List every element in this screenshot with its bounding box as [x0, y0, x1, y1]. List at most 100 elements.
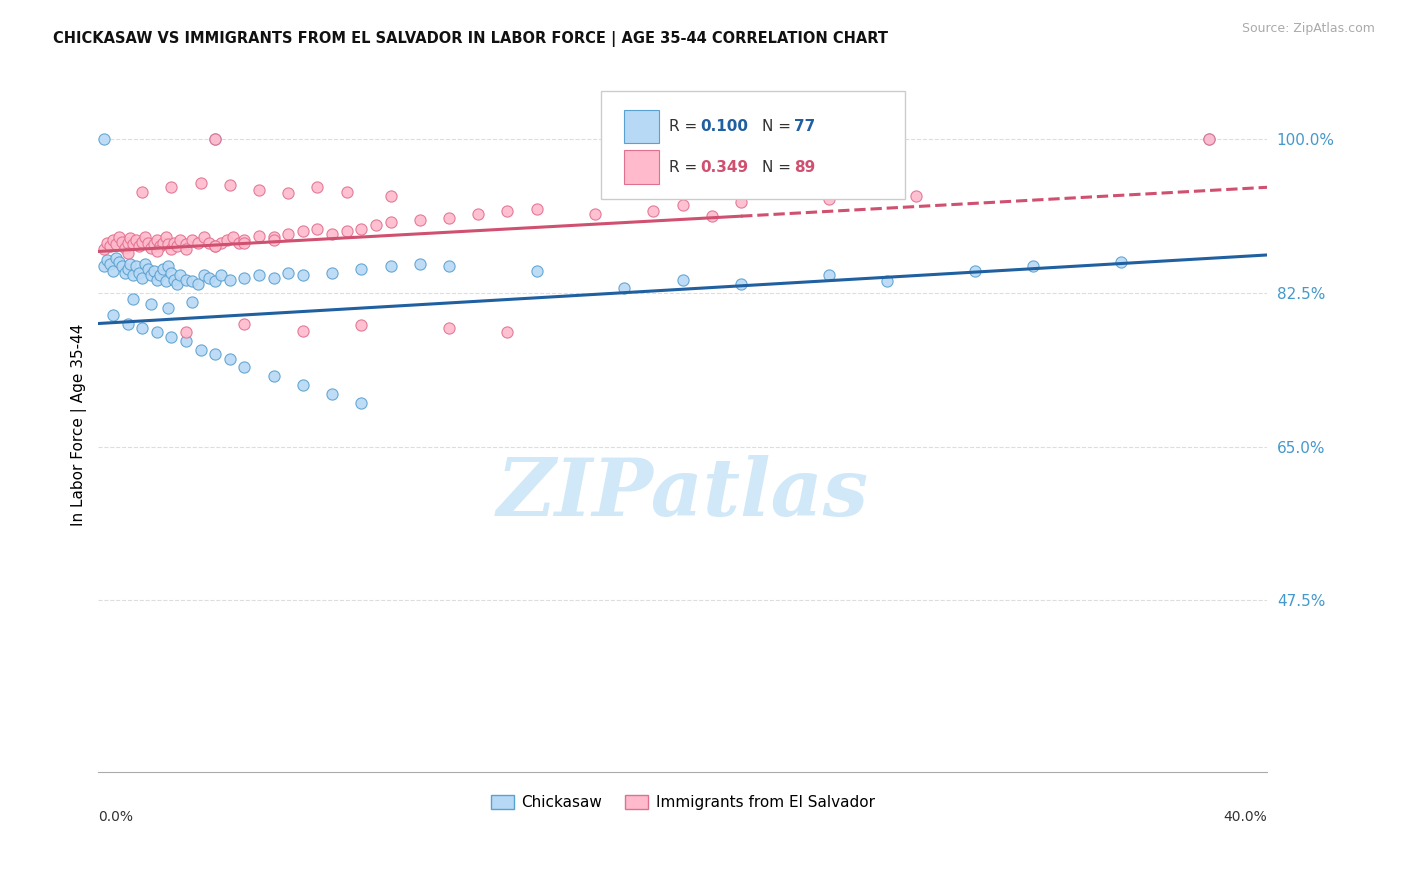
Point — [277, 266, 299, 280]
Point — [1198, 132, 1220, 146]
Point — [136, 262, 159, 277]
Point — [180, 274, 202, 288]
Text: R =: R = — [669, 160, 702, 175]
Point — [174, 242, 197, 256]
Point — [122, 237, 145, 252]
Point — [101, 233, 124, 247]
Point — [218, 351, 240, 366]
Text: Source: ZipAtlas.com: Source: ZipAtlas.com — [1241, 22, 1375, 36]
Point — [111, 260, 134, 274]
Point — [169, 233, 191, 247]
Point — [263, 230, 285, 244]
Point — [122, 268, 145, 282]
Point — [350, 262, 373, 277]
Point — [146, 233, 169, 247]
Point — [163, 235, 186, 250]
Point — [93, 242, 115, 256]
Point — [117, 262, 139, 277]
Point — [233, 233, 256, 247]
Point — [364, 218, 387, 232]
Point — [380, 215, 402, 229]
Point — [496, 326, 519, 340]
Point — [700, 209, 723, 223]
Text: 89: 89 — [794, 160, 815, 175]
Point — [93, 132, 115, 146]
Point — [139, 241, 162, 255]
Point — [321, 386, 343, 401]
Point — [163, 272, 186, 286]
Point — [218, 272, 240, 286]
Point — [204, 132, 226, 146]
Point — [198, 235, 221, 250]
Point — [380, 189, 402, 203]
Point — [169, 268, 191, 282]
Point — [467, 207, 489, 221]
Text: 40.0%: 40.0% — [1223, 810, 1267, 824]
Point — [222, 230, 245, 244]
Point — [157, 301, 180, 315]
Text: N =: N = — [762, 120, 796, 134]
Point — [218, 178, 240, 192]
Point — [321, 266, 343, 280]
Point — [583, 207, 606, 221]
Point — [817, 192, 839, 206]
Point — [139, 297, 162, 311]
Point — [526, 202, 548, 217]
Point — [180, 294, 202, 309]
Point — [152, 235, 174, 250]
Point — [101, 264, 124, 278]
Point — [643, 204, 665, 219]
Point — [263, 270, 285, 285]
Legend: Chickasaw, Immigrants from El Salvador: Chickasaw, Immigrants from El Salvador — [485, 789, 880, 816]
Point — [128, 266, 150, 280]
Point — [157, 260, 180, 274]
Point — [204, 239, 226, 253]
Point — [409, 212, 432, 227]
Point — [409, 257, 432, 271]
Point — [134, 230, 156, 244]
Point — [291, 268, 314, 282]
Point — [247, 228, 270, 243]
Point — [277, 227, 299, 241]
Point — [193, 230, 215, 244]
Point — [174, 237, 197, 252]
Point — [526, 264, 548, 278]
Point — [1198, 132, 1220, 146]
Point — [350, 221, 373, 235]
Point — [160, 329, 183, 343]
Point — [142, 264, 165, 278]
Point — [672, 272, 695, 286]
Point — [139, 268, 162, 282]
Point — [96, 235, 118, 250]
Point — [247, 183, 270, 197]
Point — [107, 230, 129, 244]
Point — [114, 266, 136, 280]
Point — [134, 257, 156, 271]
Point — [204, 274, 226, 288]
Point — [117, 235, 139, 250]
Point — [228, 235, 250, 250]
Point — [233, 317, 256, 331]
Point — [146, 326, 169, 340]
Point — [350, 395, 373, 409]
Point — [963, 264, 986, 278]
Point — [263, 369, 285, 384]
Point — [128, 239, 150, 253]
Point — [101, 308, 124, 322]
Point — [166, 277, 188, 291]
Point — [131, 321, 153, 335]
Bar — [624, 110, 659, 144]
Point — [204, 239, 226, 253]
Point — [93, 260, 115, 274]
Point — [160, 242, 183, 256]
Point — [117, 317, 139, 331]
Point — [160, 266, 183, 280]
Point — [204, 347, 226, 361]
FancyBboxPatch shape — [600, 91, 904, 199]
Point — [1022, 260, 1045, 274]
Point — [125, 233, 148, 247]
Point — [247, 268, 270, 282]
Text: 0.100: 0.100 — [700, 120, 748, 134]
Point — [157, 237, 180, 252]
Point — [336, 224, 359, 238]
